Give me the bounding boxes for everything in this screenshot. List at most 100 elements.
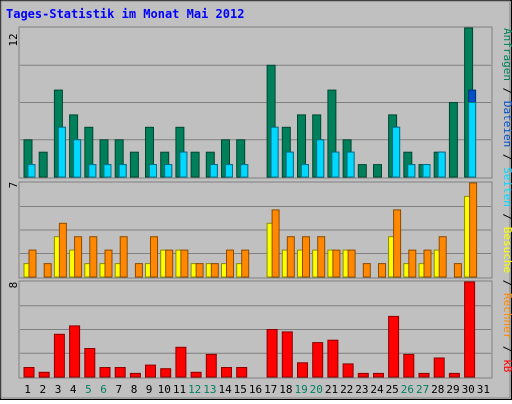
bar-kb-day-3 xyxy=(53,333,65,378)
bar-anfragen-day-8 xyxy=(129,151,139,178)
bar-kb-day-18 xyxy=(281,331,293,378)
panel2-ytick-label: 8 xyxy=(7,282,20,289)
bar-seiten-day-1 xyxy=(27,164,36,178)
bar-rechner-day-25 xyxy=(393,209,402,278)
bar-kb-day-17 xyxy=(266,329,278,378)
bar-seiten-day-18 xyxy=(285,151,294,178)
bar-seiten-day-19 xyxy=(301,164,309,178)
bar-anfragen-day-24 xyxy=(373,164,382,178)
bar-kb-day-19 xyxy=(297,362,308,378)
bar-seiten-day-3 xyxy=(57,126,66,178)
bar-rechner-day-28 xyxy=(438,236,447,278)
bar-rechner-day-5 xyxy=(89,236,98,278)
bar-seiten-day-22 xyxy=(346,151,355,178)
bar-kb-day-1 xyxy=(23,367,35,378)
bar-kb-day-29 xyxy=(448,372,460,378)
bar-rechner-day-20 xyxy=(317,236,326,278)
bar-kb-day-28 xyxy=(433,357,445,378)
bar-rechner-day-12 xyxy=(195,263,204,278)
bar-rechner-day-23 xyxy=(362,263,371,278)
x-tick-label-day-6: 6 xyxy=(100,383,107,396)
bar-rechner-day-17 xyxy=(271,209,280,278)
bar-kb-day-2 xyxy=(38,371,50,378)
bar-rechner-day-4 xyxy=(74,236,83,278)
x-tick-label-day-26: 26 xyxy=(401,383,414,396)
bar-seiten-day-9 xyxy=(149,164,157,178)
bar-kb-day-21 xyxy=(327,339,339,378)
x-tick-label-day-3: 3 xyxy=(55,383,62,396)
x-tick-label-day-23: 23 xyxy=(355,383,368,396)
bar-rechner-day-22 xyxy=(347,249,356,278)
bar-kb-day-15 xyxy=(236,367,248,378)
bar-kb-day-30 xyxy=(464,281,476,378)
bar-rechner-day-27 xyxy=(423,249,432,278)
bar-kb-day-7 xyxy=(114,367,126,378)
bar-rechner-day-7 xyxy=(119,236,128,278)
x-tick-label-day-16: 16 xyxy=(249,383,262,396)
x-tick-label-day-4: 4 xyxy=(70,383,77,396)
bar-rechner-day-26 xyxy=(408,249,417,278)
bar-kb-day-10 xyxy=(160,368,172,378)
panel1-ytick-label: 7 xyxy=(7,182,20,189)
bar-seiten-day-5 xyxy=(88,164,97,178)
bar-seiten-day-20 xyxy=(316,139,325,178)
grid-lines xyxy=(20,64,491,354)
bar-seiten-day-14 xyxy=(225,164,233,178)
bar-kb-day-8 xyxy=(129,372,141,378)
legend-separator: / xyxy=(501,339,512,359)
bar-rechner-day-2 xyxy=(43,263,52,278)
x-tick-label-day-30: 30 xyxy=(462,383,475,396)
x-tick-label-day-2: 2 xyxy=(39,383,46,396)
bar-rechner-day-8 xyxy=(134,263,143,278)
legend-separator: / xyxy=(501,273,512,293)
x-tick-label-day-1: 1 xyxy=(24,383,31,396)
bar-seiten-day-26 xyxy=(407,164,416,178)
bar-rechner-day-29 xyxy=(453,263,462,278)
bar-rechner-day-30 xyxy=(469,182,478,278)
x-axis-labels: 1 2 3 4 5 6 7 8 9 10 11 12 13 14 15 16 17 18 19 20 21 22 23 24 2… xyxy=(24,383,490,396)
x-tick-label-day-24: 24 xyxy=(370,383,384,396)
bar-seiten-day-27 xyxy=(422,164,431,178)
legend-kb: kB xyxy=(501,359,512,373)
x-tick-label-day-11: 11 xyxy=(173,383,186,396)
bar-rechner-day-19 xyxy=(302,236,310,278)
bar-seiten-day-15 xyxy=(240,164,249,178)
bar-kb-day-12 xyxy=(190,371,202,378)
bar-seiten-day-4 xyxy=(73,139,82,178)
legend-anfragen: Anfragen xyxy=(501,28,512,81)
bar-anfragen-day-12 xyxy=(190,151,200,178)
bar-rechner-day-13 xyxy=(210,263,219,278)
legend-right: Anfragen / Dateien / Seiten / Besuche / … xyxy=(501,28,512,373)
bar-rechner-day-14 xyxy=(226,249,234,278)
bar-seiten-day-6 xyxy=(103,164,112,178)
bar-kb-day-27 xyxy=(418,372,430,378)
x-tick-label-day-9: 9 xyxy=(146,383,153,396)
x-tick-label-day-22: 22 xyxy=(340,383,353,396)
chart-title: Tages-Statistik im Monat Mai 2012 xyxy=(6,7,244,21)
x-tick-label-day-19: 19 xyxy=(294,383,307,396)
bar-kb-day-11 xyxy=(175,346,187,378)
bar-seiten-day-13 xyxy=(209,164,218,178)
x-tick-label-day-20: 20 xyxy=(310,383,323,396)
bar-rechner-day-3 xyxy=(58,222,67,278)
bar-kb-day-20 xyxy=(312,342,324,378)
bar-kb-day-4 xyxy=(69,325,81,378)
bar-kb-day-13 xyxy=(205,353,217,378)
bar-rechner-day-10 xyxy=(165,249,174,278)
legend-dateien: Dateien xyxy=(501,101,512,147)
x-tick-label-day-31: 31 xyxy=(477,383,490,396)
legend-rechner: Rechner xyxy=(501,293,512,340)
x-tick-label-day-18: 18 xyxy=(279,383,292,396)
bar-kb-day-14 xyxy=(221,367,232,378)
x-tick-label-day-14: 14 xyxy=(218,383,232,396)
bar-rechner-day-1 xyxy=(28,249,37,278)
x-tick-label-day-28: 28 xyxy=(431,383,444,396)
bar-kb-day-5 xyxy=(84,348,96,378)
x-tick-label-day-21: 21 xyxy=(325,383,338,396)
bar-kb-day-9 xyxy=(145,364,156,378)
x-tick-label-day-12: 12 xyxy=(188,383,201,396)
bar-rechner-day-21 xyxy=(332,249,341,278)
